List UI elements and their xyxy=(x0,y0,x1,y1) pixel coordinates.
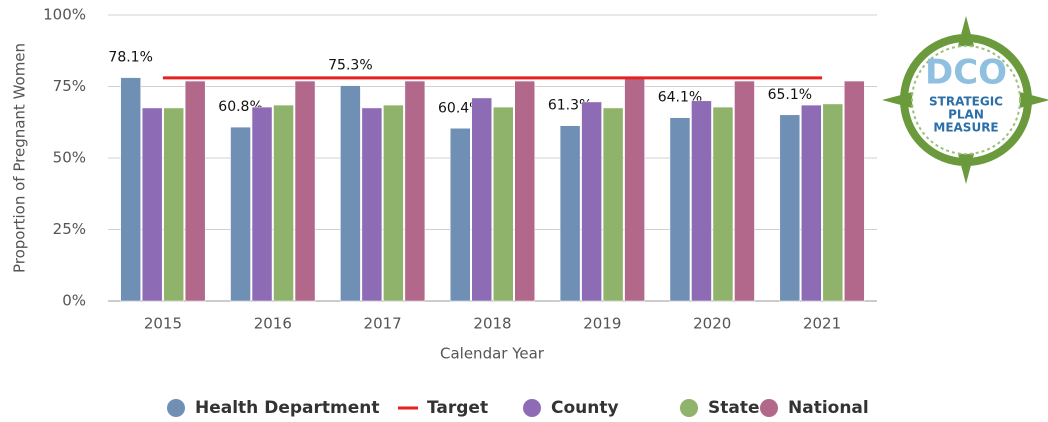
legend-swatch xyxy=(760,399,778,417)
y-tick-label: 50% xyxy=(53,149,86,167)
x-axis-label: Calendar Year xyxy=(440,345,545,363)
y-tick-label: 0% xyxy=(62,292,86,310)
bar xyxy=(493,106,514,302)
y-tick-label: 75% xyxy=(53,77,86,95)
legend-label: State xyxy=(708,398,760,418)
logo-inner xyxy=(911,45,1021,155)
bar xyxy=(844,80,865,302)
logo-text: DCO xyxy=(925,53,1007,93)
bar xyxy=(581,101,602,302)
logo-text: PLAN xyxy=(948,108,984,122)
bar xyxy=(471,97,492,302)
legend-swatch xyxy=(167,399,185,417)
bar xyxy=(340,85,361,302)
bar xyxy=(734,80,755,302)
data-label: 65.1% xyxy=(768,87,812,103)
bar xyxy=(801,104,822,302)
bar xyxy=(383,104,404,302)
bar xyxy=(691,100,712,302)
bar xyxy=(712,106,734,302)
bar xyxy=(559,125,581,302)
bar xyxy=(669,117,691,302)
bar xyxy=(514,80,535,302)
y-tick-label: 100% xyxy=(43,6,86,24)
bar xyxy=(602,107,624,302)
bar xyxy=(822,103,844,302)
data-label: 78.1% xyxy=(108,50,152,66)
bar xyxy=(450,128,471,302)
legend-swatch xyxy=(680,399,698,417)
logo-ring xyxy=(900,34,1032,166)
x-tick-label: 2021 xyxy=(803,315,841,333)
logo: DCO STRATEGIC PLAN MEASURE xyxy=(882,16,1048,184)
bar xyxy=(779,114,801,302)
y-axis-label: Proportion of Pregnant Women xyxy=(11,43,29,273)
logo-text: STRATEGIC xyxy=(929,95,1003,109)
x-tick-label: 2019 xyxy=(583,315,621,333)
y-tick-label: 25% xyxy=(53,220,86,238)
legend-label: Target xyxy=(427,398,488,418)
legend-label: National xyxy=(788,398,869,418)
bar xyxy=(294,80,316,302)
x-tick-label: 2016 xyxy=(254,315,292,333)
bar xyxy=(163,107,184,302)
x-tick-label: 2020 xyxy=(693,315,731,333)
legend-swatch xyxy=(523,399,541,417)
bar xyxy=(624,76,645,302)
x-tick-label: 2018 xyxy=(473,315,511,333)
bar xyxy=(361,107,383,302)
bar xyxy=(404,80,426,302)
bar xyxy=(251,106,273,302)
x-tick-label: 2015 xyxy=(144,315,182,333)
logo-text: MEASURE xyxy=(933,121,998,135)
data-label: 75.3% xyxy=(328,58,372,74)
legend: Health Department Target County State Nation… xyxy=(167,398,869,418)
legend-label: County xyxy=(551,398,619,418)
bar xyxy=(184,80,206,302)
legend-label: Health Department xyxy=(195,398,379,418)
x-tick-label: 2017 xyxy=(364,315,402,333)
bar xyxy=(273,104,294,302)
bar xyxy=(230,126,251,302)
bar xyxy=(120,77,141,302)
bar xyxy=(141,107,163,302)
